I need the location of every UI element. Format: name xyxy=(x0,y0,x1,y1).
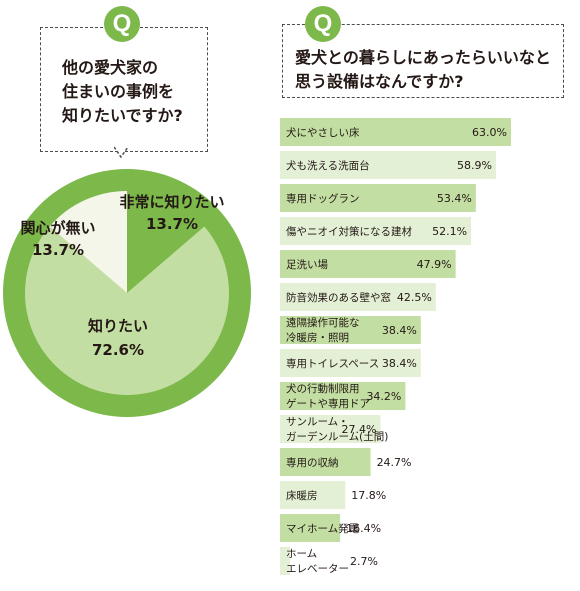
q-badge-icon: Q xyxy=(305,6,341,42)
bar-category-label: ガーデンルーム(土間) xyxy=(286,430,388,443)
pie-slice xyxy=(25,226,229,395)
question-1-text: 他の愛犬家の 住まいの事例を 知りたいですか? xyxy=(62,56,202,128)
pie-slice xyxy=(49,191,128,293)
bar xyxy=(280,283,436,311)
question-line: 他の愛犬家の xyxy=(62,58,159,77)
bar-value-label: 34.2% xyxy=(366,390,401,403)
bar-category-label: 傷やニオイ対策になる建材 xyxy=(286,225,412,238)
pie-slice-label: 知りたい xyxy=(88,317,148,335)
bar-value-label: 53.4% xyxy=(437,192,472,205)
bar xyxy=(280,349,421,377)
pie-slice xyxy=(127,191,205,293)
speech-bubble-tail xyxy=(114,146,128,158)
bar-category-label: 遠隔操作可能な xyxy=(286,316,360,329)
bar xyxy=(280,184,476,212)
q-badge-icon: Q xyxy=(104,6,140,42)
question-line: 愛犬との暮らしにあったらいいなと xyxy=(295,48,551,67)
bar-value-label: 38.4% xyxy=(382,324,417,337)
bar-category-label: サンルーム・ xyxy=(286,416,349,428)
question-line: 思う設備はなんですか? xyxy=(295,72,464,91)
bar xyxy=(280,250,456,278)
question-box-1 xyxy=(40,27,208,152)
bar xyxy=(280,217,472,245)
bar-value-label: 24.7% xyxy=(377,456,412,469)
bar-value-label: 52.1% xyxy=(432,225,467,238)
bar xyxy=(280,448,371,476)
bar xyxy=(280,415,381,443)
bar-category-label: 犬も洗える洗面台 xyxy=(286,159,370,172)
bar-category-label: 防音効果のある壁や窓 xyxy=(286,291,391,304)
bar-category-label: 専用ドッグラン xyxy=(286,192,360,205)
bar xyxy=(280,118,511,146)
pie-slice-label: 関心が無い xyxy=(20,219,95,237)
bar xyxy=(280,547,290,575)
bar-category-label: ホーム xyxy=(286,548,317,560)
bar-category-label: 足洗い場 xyxy=(286,258,328,271)
bar-category-label: 犬の行動制限用 xyxy=(286,382,360,395)
pie-slice-value: 72.6% xyxy=(92,341,144,359)
question-2-text: 愛犬との暮らしにあったらいいなと 思う設備はなんですか? xyxy=(295,46,565,94)
bar xyxy=(280,382,406,410)
pie-slice-value: 13.7% xyxy=(146,215,198,233)
bar xyxy=(280,151,496,179)
bar-category-label: 専用の収納 xyxy=(286,456,339,469)
bar xyxy=(280,481,346,509)
bar-value-label: 38.4% xyxy=(382,357,417,370)
bar-value-label: 42.5% xyxy=(397,291,432,304)
bar-category-label: 専用トイレスペース xyxy=(286,358,379,370)
bar-category-label: 冷暖房・照明 xyxy=(286,331,349,344)
bar-category-label: 床暖房 xyxy=(286,489,318,502)
bar-category-label: ゲートや専用ドア xyxy=(286,398,370,410)
pie-slice-label: 非常に知りたい xyxy=(119,193,224,211)
bar-value-label: 47.9% xyxy=(417,258,452,271)
bar-value-label: 2.7% xyxy=(350,555,378,568)
question-line: 知りたいですか? xyxy=(62,106,183,125)
bar xyxy=(280,316,421,344)
pie-chart: 非常に知りたい 13.7% 知りたい 72.6% 関心が無い 13.7% xyxy=(3,169,251,417)
bar-value-label: 27.4% xyxy=(342,423,377,436)
bar-category-label: マイホーム発電 xyxy=(286,522,360,535)
bar xyxy=(280,514,341,542)
bar-value-label: 17.8% xyxy=(351,489,386,502)
bar-category-label: エレベーター xyxy=(286,563,349,575)
pie-slice-value: 13.7% xyxy=(32,241,84,259)
bar-value-label: 63.0% xyxy=(472,126,507,139)
bar-value-label: 16.4% xyxy=(346,522,381,535)
bar-value-label: 58.9% xyxy=(457,159,492,172)
bar-category-label: 犬にやさしい床 xyxy=(286,126,360,139)
question-line: 住まいの事例を xyxy=(62,82,175,101)
